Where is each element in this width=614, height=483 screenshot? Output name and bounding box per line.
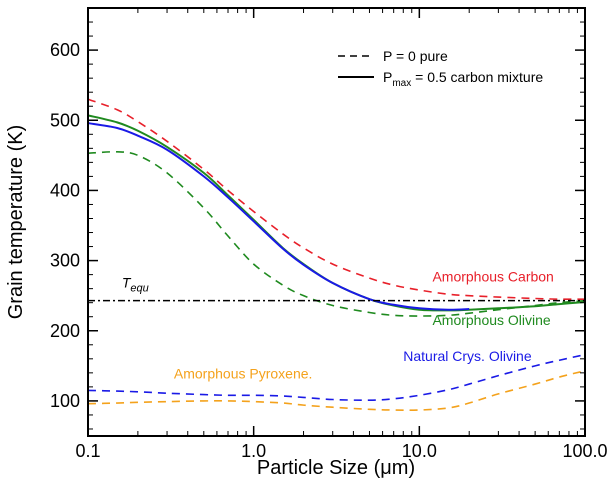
legend-label-pure: P = 0 pure	[383, 48, 448, 64]
annotation-label-2: Natural Crys. Olivine	[403, 348, 532, 364]
annotation-label-3: Amorphous Pyroxene.	[174, 365, 313, 381]
series-line-1	[87, 150, 586, 317]
annotation-label-4: Tequ	[122, 274, 149, 294]
y-axis-label: Grain temperature (K)	[5, 125, 27, 320]
plot-frame	[87, 7, 586, 437]
series-line-0	[87, 98, 586, 301]
annotations-layer: Amorphous Carbon Amorphous Olivine Natural…	[122, 269, 554, 382]
legend-label-mixture-rest: = 0.5 carbon mixture	[411, 69, 543, 85]
annotation-label-sub: equ	[130, 282, 148, 294]
legend-label-mixture-main: P	[383, 69, 392, 85]
y-tick-label-3: 400	[50, 180, 80, 200]
y-tick-label-1: 200	[50, 321, 80, 341]
legend-label-mixture: Pmax = 0.5 carbon mixture	[383, 69, 543, 89]
series-layer	[87, 98, 586, 412]
y-tick-label-4: 500	[50, 110, 80, 130]
legend: P = 0 pure Pmax = 0.5 carbon mixture	[338, 48, 543, 89]
x-tick-label-0: 0.1	[75, 441, 100, 461]
series-line-5	[87, 122, 470, 311]
legend-label-mixture-sub: max	[392, 78, 411, 89]
annotation-label-1: Amorphous Olivine	[432, 312, 550, 328]
series-line-2	[87, 353, 586, 402]
ticks-layer	[87, 7, 586, 436]
x-tick-label-3: 100.0	[562, 441, 607, 461]
series-line-3	[87, 369, 586, 412]
y-tick-label-5: 600	[50, 40, 80, 60]
x-tick-label-2: 10.0	[402, 441, 437, 461]
annotation-label-main: T	[122, 274, 132, 290]
annotation-label-0: Amorphous Carbon	[432, 269, 553, 285]
x-tick-label-1: 1.0	[241, 441, 266, 461]
x-axis-label: Particle Size (μm)	[257, 457, 415, 479]
tick-labels-layer: 0.1 1.0 10.0 100.0 100 200 300 400 500 600	[50, 40, 608, 461]
y-tick-label-0: 100	[50, 391, 80, 411]
y-tick-label-2: 300	[50, 251, 80, 271]
